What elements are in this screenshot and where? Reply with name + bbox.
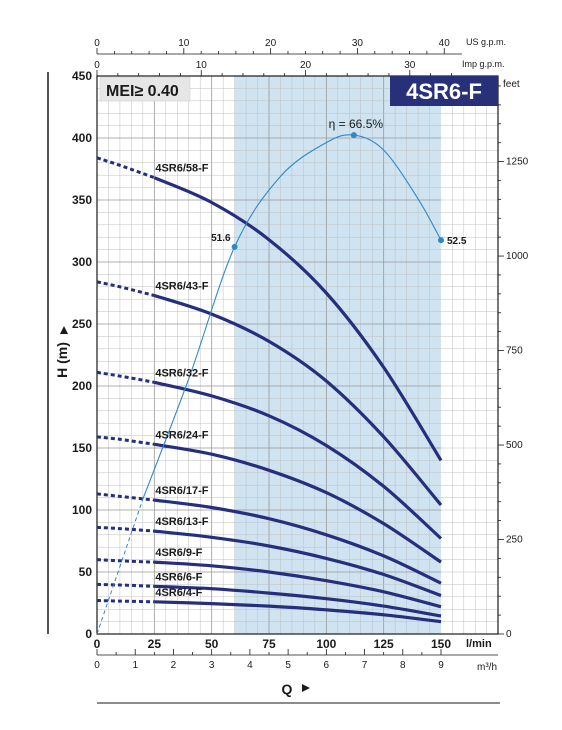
y-tick-label: 150 [72,441,92,455]
imp-gpm-unit: Imp g.p.m. [462,59,505,69]
series-line-dashed [96,156,155,180]
y-tick-label: 250 [72,317,92,331]
efficiency-point [350,132,357,139]
series-line-dashed [96,370,155,384]
series-line [154,600,442,624]
m3h-tick-label: 4 [247,660,253,671]
y-axis-label: H (m) [54,342,70,378]
x-unit-m3h: m³/h [477,662,497,673]
series-line-dashed [96,280,155,297]
x-tick-label: 0 [94,637,101,651]
series-line-dashed [96,435,155,446]
series-label: 4SR6/9-F [155,547,202,559]
mei-label: MEI≥ 0.40 [106,83,179,100]
series-line [154,584,442,618]
y-tick-label: 50 [79,565,93,579]
efficiency-point [438,237,444,244]
us-gpm-unit: US g.p.m. [466,37,506,47]
m3h-tick-label: 9 [438,660,444,671]
x-tick-label: 25 [148,637,162,651]
series-labels: 4SR6/58-F 4SR6/43-F 4SR6/32-F 4SR6/24-F 4SR6… [155,163,208,599]
series-line [154,529,442,598]
x-tick-label: 75 [262,637,276,651]
us-gpm-tick-label: 40 [439,38,451,49]
efficiency-line-dashed [96,498,144,635]
plot-border [96,75,499,635]
x-tick-label: 100 [316,637,336,651]
series-line [154,560,442,609]
feet-tick-label: 0 [506,629,512,640]
m3h-tick-label: 3 [209,660,215,671]
plot-frame [96,75,499,635]
series-label: 4SR6/17-F [155,485,208,497]
series-line-dashed [96,582,155,588]
series-line-dashed [96,558,155,564]
m3h-tick-label: 1 [132,660,138,671]
m3h-tick-label: 6 [324,660,330,671]
m3h-tick-label: 2 [171,660,177,671]
y-tick-label: 100 [72,503,92,517]
m3h-tick-label: 7 [362,660,368,671]
y-tick-label: 0 [85,627,92,641]
efficiency-label: η = 66.5% [329,117,384,131]
title-badge: 4SR6-F [390,76,498,106]
series-label: 4SR6/13-F [155,516,208,528]
efficiency-point [231,243,238,250]
feet-tick-label: 1250 [506,157,529,168]
series-label: 4SR6/32-F [155,367,208,379]
series-label: 4SR6/58-F [155,163,208,175]
series-label: 4SR6/4-F [155,587,202,599]
series-line [154,442,442,564]
x-tick-label: 50 [205,637,219,651]
series-label: 4SR6/43-F [155,280,208,292]
feet-tick-label: 750 [506,346,523,357]
series-line [154,498,442,585]
y-axis-arrow-icon [60,326,68,334]
x-tick-label: 150 [431,637,451,651]
x-unit-lmin: l/min [466,638,492,650]
series-lines [96,156,443,624]
series-line [153,176,443,462]
y-tick-label: 400 [72,131,92,145]
efficiency-label: 52.5 [447,236,467,247]
series-line-dashed [96,599,155,604]
mei-box: MEI≥ 0.40 [99,76,191,102]
series-line [153,293,443,507]
x-axis-label: Q [282,681,293,697]
imp-gpm-tick-label: 10 [196,60,208,71]
efficiency-label: 51.6 [211,233,231,244]
series-line-dashed [96,525,155,533]
m3h-tick-label: 8 [400,660,406,671]
series-line-dashed [96,492,155,502]
feet-tick-label: 250 [506,535,523,546]
us-gpm-tick-label: 0 [94,38,100,49]
imp-gpm-tick-label: 30 [404,60,416,71]
feet-tick-label: 500 [506,440,523,451]
y-tick-label: 300 [72,255,92,269]
us-gpm-tick-label: 20 [265,38,277,49]
y-tick-label: 450 [72,69,92,83]
us-gpm-tick-label: 10 [178,38,190,49]
efficiency-line [142,134,442,500]
m3h-tick-label: 0 [94,660,100,671]
series-label: 4SR6/6-F [155,571,202,583]
series-label: 4SR6/24-F [155,429,208,441]
series-line [153,380,443,540]
feet-unit: feet [503,79,520,90]
imp-gpm-tick-label: 20 [300,60,312,71]
m3h-tick-label: 5 [285,660,291,671]
us-gpm-tick-label: 30 [352,38,364,49]
chart-title: 4SR6-F [406,79,482,104]
feet-tick-label: 1000 [506,251,529,262]
y-tick-label: 350 [72,193,92,207]
imp-gpm-tick-label: 0 [94,60,100,71]
x-tick-label: 125 [374,637,394,651]
efficiency-curve: 51.6 η = 66.5% 52.5 [96,117,467,635]
y-tick-label: 200 [72,379,92,393]
x-axis-arrow-icon [302,684,310,692]
